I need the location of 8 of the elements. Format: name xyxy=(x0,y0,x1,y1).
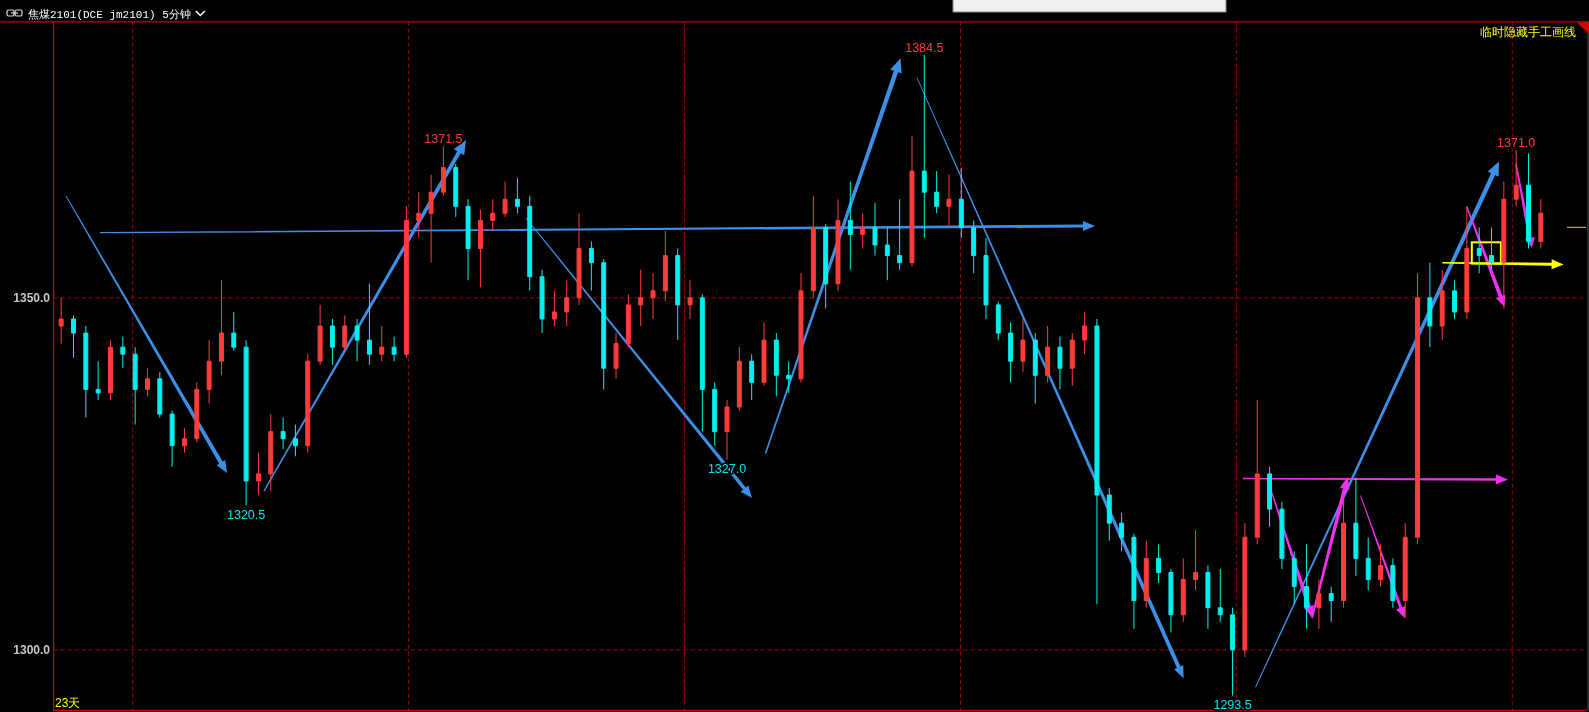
annotation: 1293.5 xyxy=(1213,698,1252,712)
annotation: 1371.0 xyxy=(1497,135,1536,150)
annotation: 1384.5 xyxy=(905,40,944,55)
annotation: 23天 xyxy=(55,695,81,710)
annotation: 1320.5 xyxy=(227,507,266,522)
title: 焦煤2101(DCE jm2101) 5分钟 xyxy=(28,8,191,21)
annotation: 1371.5 xyxy=(424,132,463,147)
annotation: 临时隐藏手工画线 xyxy=(1480,25,1576,39)
